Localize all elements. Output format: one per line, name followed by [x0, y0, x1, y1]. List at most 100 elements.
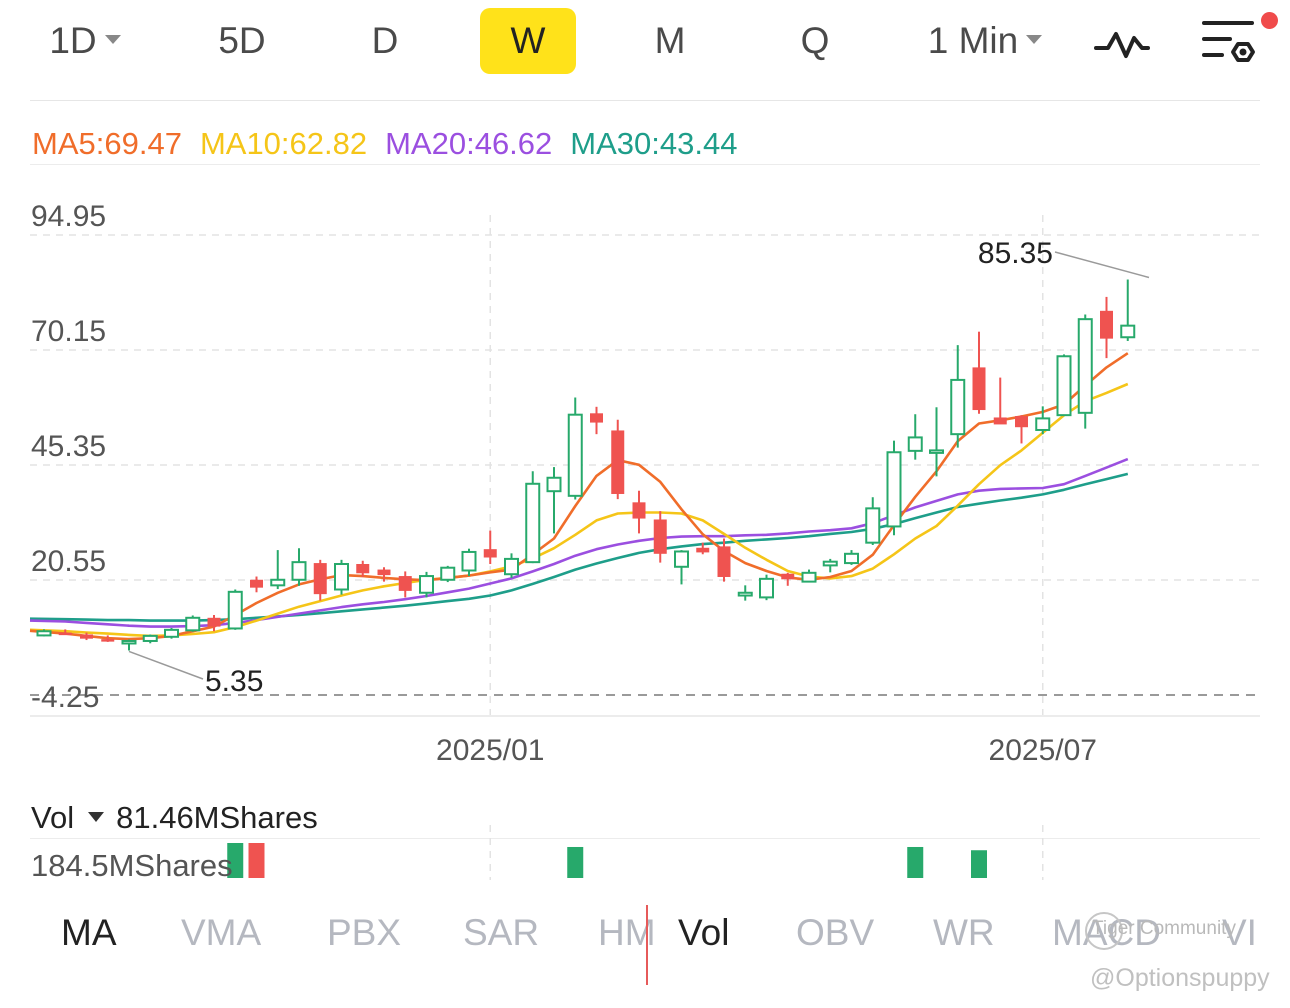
period-1d[interactable]: 1D — [30, 8, 140, 74]
candle-body — [972, 367, 986, 411]
candle-body — [1077, 318, 1093, 414]
candle — [185, 615, 201, 632]
candle — [483, 530, 497, 565]
chevron-down-icon[interactable] — [88, 811, 105, 822]
candle — [419, 571, 434, 598]
candle — [950, 345, 966, 448]
candle — [1015, 415, 1028, 444]
indicator-tabs: MA VMA PBX SAR HM Vol OBV WR MACD VI — [0, 900, 1290, 970]
volume-header[interactable]: Vol 81.46MShares — [31, 800, 318, 836]
tab-pbx[interactable]: PBX — [327, 912, 402, 953]
tab-group-separator — [646, 905, 648, 985]
candle — [58, 629, 72, 636]
candles — [36, 279, 1136, 651]
period-5d[interactable]: 5D — [218, 20, 266, 61]
volume-bar — [971, 850, 987, 878]
tab-vi[interactable]: VI — [1222, 912, 1257, 953]
tab-hm[interactable]: HM — [598, 912, 656, 953]
candle-body — [142, 634, 158, 642]
candle-body — [101, 639, 115, 642]
candle-body — [1120, 324, 1136, 339]
y-tick-label: 94.95 — [31, 200, 106, 233]
price-annotations: 85.35 5.35 — [128, 237, 1150, 698]
candle — [674, 550, 689, 585]
candle — [590, 406, 603, 435]
ma5-value: MA5:69.47 — [32, 126, 182, 161]
candle-body — [398, 576, 412, 591]
candle — [1056, 354, 1072, 417]
volume-max-label: 184.5MShares — [31, 848, 233, 883]
candle-body — [250, 579, 263, 588]
tab-vol[interactable]: Vol — [678, 912, 730, 953]
candle-body — [525, 482, 541, 564]
period-m[interactable]: M — [654, 20, 686, 61]
candle-body — [844, 552, 859, 565]
period-d[interactable]: D — [371, 20, 399, 61]
candle — [993, 377, 1007, 425]
period-selector: 1D 5D D W M Q 1 Min — [0, 0, 1290, 90]
candle-body — [419, 575, 434, 594]
candle-body — [504, 557, 519, 576]
candle-body — [207, 617, 221, 627]
volume-bar — [248, 843, 265, 878]
ma20-line — [29, 457, 1129, 628]
candle-body — [781, 573, 795, 580]
tab-vma[interactable]: VMA — [181, 912, 262, 953]
volume-current: 81.46MShares — [116, 800, 318, 835]
candle-body — [356, 564, 370, 574]
candle — [886, 440, 902, 536]
x-tick-label: 2025/01 — [436, 734, 544, 767]
chart-grid — [30, 215, 1260, 717]
candle-body — [929, 449, 944, 454]
candle — [377, 567, 391, 582]
low-leader-line — [128, 650, 204, 680]
ma20-value: MA20:46.62 — [385, 126, 553, 161]
candle — [737, 585, 753, 601]
tab-ma[interactable]: MA — [61, 912, 117, 953]
candle — [270, 550, 286, 590]
candle-body — [567, 413, 583, 497]
candle — [36, 629, 52, 637]
candle-body — [993, 417, 1007, 425]
period-w[interactable]: W — [480, 8, 576, 74]
candle — [865, 497, 881, 545]
volume-bar — [227, 843, 244, 878]
candle-body — [611, 430, 625, 494]
candle-body — [632, 502, 646, 519]
notification-dot — [1261, 12, 1278, 29]
candle — [759, 574, 774, 601]
candle-body — [58, 632, 72, 636]
x-tick-label: 2025/07 — [989, 734, 1097, 767]
candle-body — [907, 436, 923, 452]
candle-body — [674, 550, 689, 568]
divider — [30, 100, 1260, 101]
candle — [696, 542, 710, 555]
candle — [80, 632, 93, 641]
candle — [567, 397, 583, 500]
candle-body — [164, 628, 179, 638]
high-leader-line — [1054, 251, 1150, 279]
y-tick-label: 45.35 — [31, 430, 106, 463]
y-tick-label: 70.15 — [31, 315, 106, 348]
candle-body — [546, 476, 562, 493]
candle — [1077, 314, 1093, 429]
tab-wr[interactable]: WR — [933, 912, 995, 953]
period-1min[interactable]: 1 Min — [910, 8, 1060, 74]
candle — [611, 419, 625, 500]
candle — [929, 407, 944, 477]
indicator-line-icon[interactable] — [1094, 26, 1150, 62]
chevron-down-icon — [104, 34, 121, 44]
chart-settings-icon[interactable] — [1200, 18, 1258, 70]
tab-sar[interactable]: SAR — [463, 912, 540, 953]
ma10-value: MA10:62.82 — [199, 126, 368, 161]
candle — [653, 511, 667, 563]
candle — [461, 548, 477, 577]
candle-body — [886, 451, 902, 528]
tab-obv[interactable]: OBV — [796, 912, 875, 953]
candle-body — [822, 560, 838, 567]
period-q[interactable]: Q — [800, 20, 830, 61]
candle — [546, 467, 562, 534]
candle — [632, 490, 646, 534]
ma-legend: MA5:69.47 MA10:62.82 MA20:46.62 MA30:43.44 — [32, 126, 755, 166]
